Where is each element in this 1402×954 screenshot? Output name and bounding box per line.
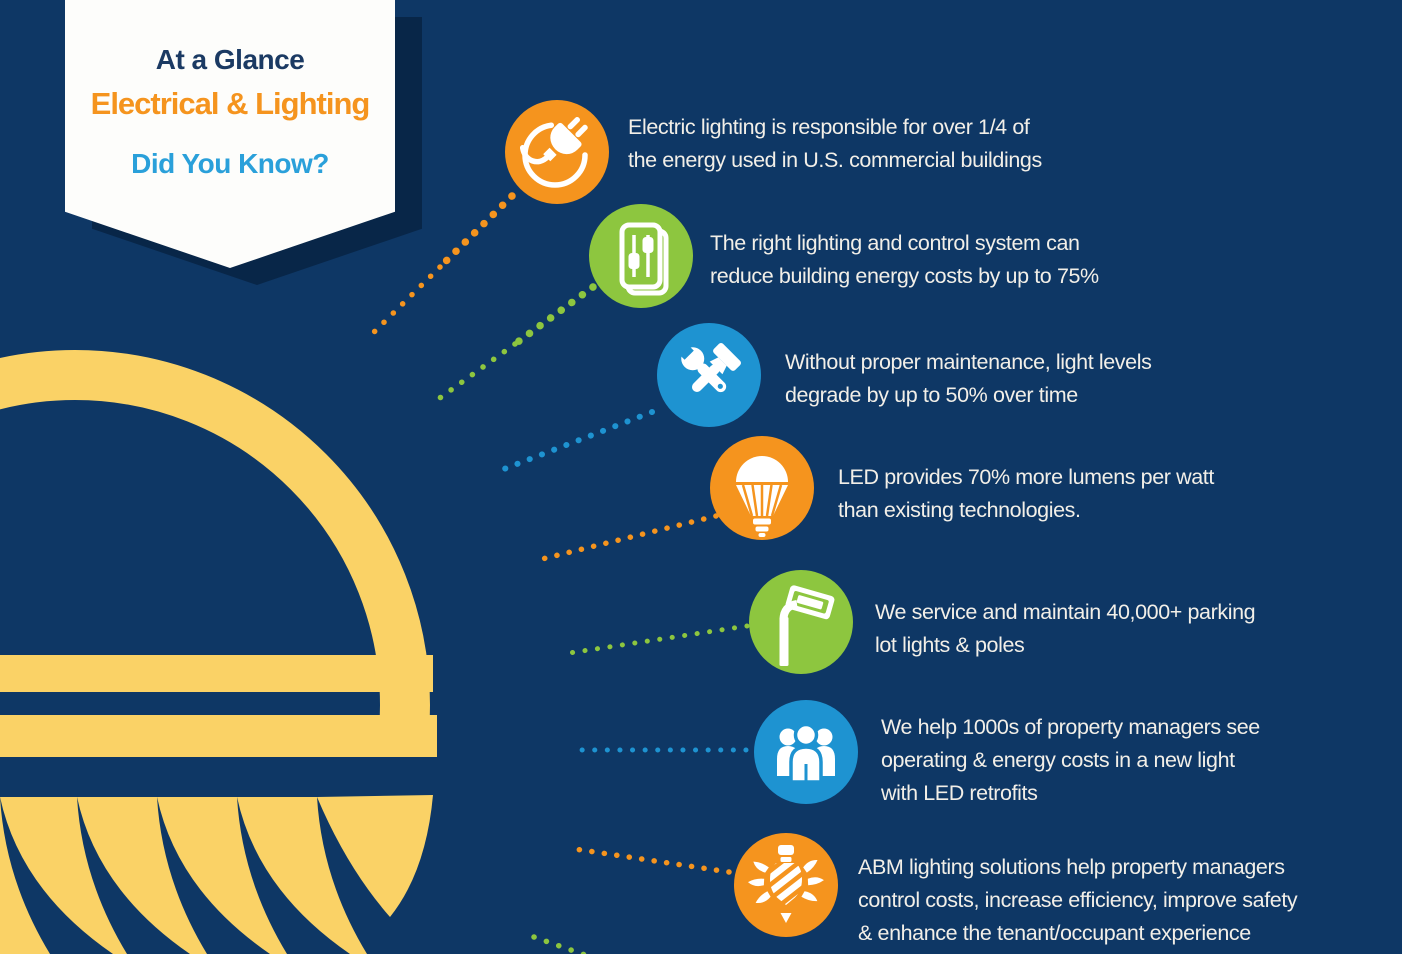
people-icon xyxy=(777,722,835,784)
dotted-line-7 xyxy=(565,845,732,875)
dotted-line-2-tail xyxy=(434,341,518,403)
fact-circle-2 xyxy=(589,204,693,308)
fact-line: Electric lighting is responsible for ove… xyxy=(628,115,1030,139)
page-title: Electrical & Lighting xyxy=(90,86,371,121)
fact-circle-7 xyxy=(734,833,838,937)
ribbon-kicker: At a Glance xyxy=(155,44,305,75)
fact-line: & enhance the tenant/occupant experience xyxy=(858,921,1251,945)
plug-icon xyxy=(519,116,588,188)
fact-line: control costs, increase efficiency, impr… xyxy=(858,888,1298,912)
fact-line: lot lights & poles xyxy=(875,633,1025,657)
bulb-blade xyxy=(157,797,287,954)
bulb-blade xyxy=(0,797,50,954)
bulb-blade xyxy=(0,797,127,954)
fact-text-1: Electric lighting is responsible for ove… xyxy=(628,111,1042,177)
fact-circle-4 xyxy=(710,436,814,540)
dotted-line-3 xyxy=(501,409,655,472)
fact-text-7: ABM lighting solutions help property man… xyxy=(858,851,1298,950)
bulb-blade xyxy=(77,797,207,954)
fact-line: with LED retrofits xyxy=(881,781,1038,805)
fact-text-6: We help 1000s of property managers see o… xyxy=(881,711,1260,810)
fact-line: reduce building energy costs by up to 75… xyxy=(710,264,1099,288)
fact-text-2: The right lighting and control system ca… xyxy=(710,227,1099,293)
dotted-line-5 xyxy=(566,623,750,656)
fact-text-4: LED provides 70% more lumens per watt th… xyxy=(838,461,1214,527)
fact-circle-1 xyxy=(505,100,609,204)
fact-line: degrade by up to 50% over time xyxy=(785,383,1078,407)
parking-light-icon xyxy=(779,585,835,666)
light-bulb-graphic xyxy=(0,350,437,954)
fact-text-3: Without proper maintenance, light levels… xyxy=(785,346,1152,412)
fact-line: ABM lighting solutions help property man… xyxy=(858,855,1285,879)
ribbon-banner: At a Glance Electrical & Lighting Did Yo… xyxy=(65,0,395,268)
fact-line: than existing technologies. xyxy=(838,498,1081,522)
fact-line: We service and maintain 40,000+ parking xyxy=(875,600,1256,624)
fact-line: LED provides 70% more lumens per watt xyxy=(838,465,1214,489)
fact-line: The right lighting and control system ca… xyxy=(710,231,1080,255)
fact-circle-6 xyxy=(754,700,858,804)
fact-line: operating & energy costs in a new light xyxy=(881,748,1235,772)
abm-bulb-icon xyxy=(747,845,824,923)
lighting-controls-icon xyxy=(619,222,669,296)
fact-circle-5 xyxy=(749,570,853,674)
bulb-blade xyxy=(237,797,367,954)
dotted-connector-lines xyxy=(365,192,750,954)
fact-line: the energy used in U.S. commercial build… xyxy=(628,148,1042,172)
bulb-band-2 xyxy=(0,715,437,757)
bulb-tip xyxy=(317,795,433,917)
bulb-band-1 xyxy=(0,655,433,692)
led-bulb-icon xyxy=(736,456,788,537)
dotted-line-4 xyxy=(531,513,719,564)
dotted-line-8 xyxy=(531,934,590,954)
dotted-line-1 xyxy=(436,192,516,271)
dotted-line-2 xyxy=(511,283,597,348)
fact-line: We help 1000s of property managers see xyxy=(881,715,1260,739)
ribbon-subtitle: Did You Know? xyxy=(131,148,329,179)
tools-icon xyxy=(675,341,741,393)
bulb-dome-ring xyxy=(0,350,430,757)
fact-circle-3 xyxy=(657,323,761,427)
dotted-line-1-tail xyxy=(365,264,443,341)
fact-text-5: We service and maintain 40,000+ parking … xyxy=(875,596,1256,662)
fact-line: Without proper maintenance, light levels xyxy=(785,350,1152,374)
